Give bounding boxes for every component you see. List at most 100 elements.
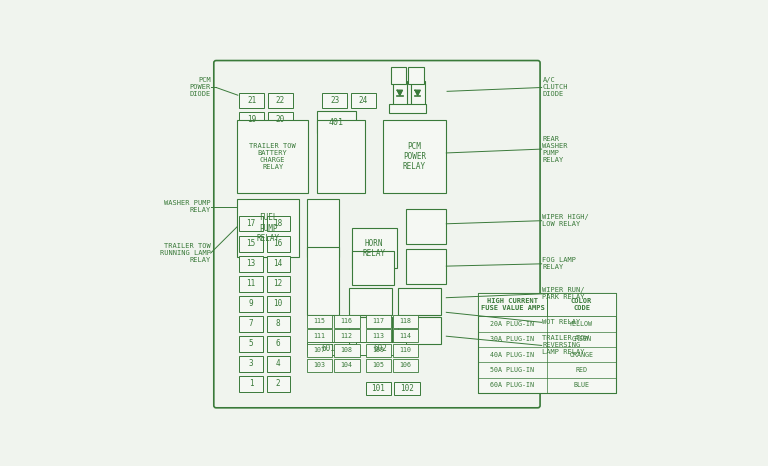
Bar	[266, 216, 290, 232]
Text: 401: 401	[329, 117, 344, 127]
Text: REAR
WASHER
PUMP
RELAY: REAR WASHER PUMP RELAY	[542, 136, 568, 163]
Bar	[406, 249, 446, 284]
Text: 20: 20	[276, 115, 285, 124]
Text: 17: 17	[247, 219, 256, 228]
Text: 103: 103	[313, 362, 326, 368]
Bar	[240, 112, 264, 128]
Text: 15: 15	[247, 240, 256, 248]
Text: 11: 11	[247, 279, 256, 288]
Bar	[478, 293, 547, 316]
Bar	[366, 329, 391, 343]
Text: 12: 12	[273, 279, 283, 288]
Bar	[392, 344, 419, 357]
Text: RED: RED	[575, 367, 588, 373]
Text: 24: 24	[359, 96, 368, 105]
Bar	[317, 120, 365, 193]
Bar	[237, 199, 299, 257]
Text: 118: 118	[399, 318, 412, 324]
Text: 109: 109	[372, 348, 385, 353]
Text: 117: 117	[372, 318, 385, 324]
Text: 8: 8	[276, 319, 280, 329]
Bar	[366, 358, 391, 371]
Text: TRAILER TOW
REVERSING
LAMP RELAY: TRAILER TOW REVERSING LAMP RELAY	[542, 336, 589, 356]
Text: 3: 3	[249, 359, 253, 369]
Text: FUEL
PUMP
RELAY: FUEL PUMP RELAY	[257, 213, 280, 243]
Bar	[392, 358, 419, 371]
Bar	[240, 336, 263, 352]
Text: 2: 2	[276, 379, 280, 389]
Bar	[266, 356, 290, 371]
Polygon shape	[415, 90, 420, 96]
Text: 106: 106	[399, 362, 412, 368]
Text: PCM
POWER
DIODE: PCM POWER DIODE	[190, 77, 210, 97]
Bar	[478, 293, 616, 393]
Text: 112: 112	[341, 333, 353, 339]
Bar	[240, 296, 263, 312]
Bar	[349, 288, 392, 315]
Text: 50A PLUG-IN: 50A PLUG-IN	[490, 367, 535, 373]
Bar	[323, 93, 347, 108]
Text: 111: 111	[313, 333, 326, 339]
Text: WASHER PUMP
RELAY: WASHER PUMP RELAY	[164, 200, 210, 213]
Bar	[240, 276, 263, 292]
Text: 108: 108	[341, 348, 353, 353]
Text: 7: 7	[249, 319, 253, 329]
Text: TRAILER TOW
BATTERY
CHARGE
RELAY: TRAILER TOW BATTERY CHARGE RELAY	[250, 143, 296, 170]
Bar	[349, 317, 392, 344]
Text: 101: 101	[372, 384, 386, 393]
Text: TRAILER TOW
RUNNING LAMP
RELAY: TRAILER TOW RUNNING LAMP RELAY	[160, 243, 210, 263]
Bar	[268, 93, 293, 108]
Bar	[406, 209, 446, 244]
Bar	[240, 93, 264, 108]
Bar	[306, 199, 339, 257]
Bar	[266, 236, 290, 252]
Text: 60A PLUG-IN: 60A PLUG-IN	[490, 383, 535, 389]
Text: WIPER RUN/
PARK RELAY: WIPER RUN/ PARK RELAY	[542, 288, 585, 301]
Bar	[266, 336, 290, 352]
Bar	[266, 276, 290, 292]
Bar	[317, 111, 356, 133]
Text: 19: 19	[247, 115, 257, 124]
Text: FOG LAMP
RELAY: FOG LAMP RELAY	[542, 257, 577, 270]
Bar	[240, 316, 263, 332]
Text: 22: 22	[276, 96, 285, 105]
Text: WOT RELAY: WOT RELAY	[542, 319, 581, 325]
Polygon shape	[397, 90, 402, 96]
Bar	[409, 67, 424, 83]
Bar	[266, 296, 290, 312]
Bar	[352, 251, 395, 285]
Text: 107: 107	[313, 348, 326, 353]
Bar	[306, 247, 339, 315]
Text: 116: 116	[341, 318, 353, 324]
Text: 21: 21	[247, 96, 257, 105]
Bar	[356, 342, 406, 356]
Bar	[240, 356, 263, 371]
Bar	[266, 256, 290, 272]
Bar	[306, 342, 349, 356]
Bar	[547, 293, 616, 316]
Text: WIPER HIGH/
LOW RELAY: WIPER HIGH/ LOW RELAY	[542, 214, 589, 227]
Text: 114: 114	[399, 333, 412, 339]
Bar	[268, 112, 293, 128]
Bar	[411, 82, 425, 110]
Text: 18: 18	[273, 219, 283, 228]
Bar	[392, 82, 407, 110]
Text: HORN
RELAY: HORN RELAY	[362, 239, 386, 258]
Bar	[240, 256, 263, 272]
Text: 16: 16	[273, 240, 283, 248]
Bar	[399, 288, 441, 315]
Text: 13: 13	[247, 259, 256, 268]
Bar	[366, 315, 391, 328]
Bar	[389, 103, 426, 113]
Text: COLOR
CODE: COLOR CODE	[571, 298, 592, 311]
Bar	[351, 93, 376, 108]
Bar	[399, 317, 441, 344]
Text: 104: 104	[341, 362, 353, 368]
Bar	[306, 358, 333, 371]
Text: 40A PLUG-IN: 40A PLUG-IN	[490, 352, 535, 358]
Bar	[334, 329, 359, 343]
FancyBboxPatch shape	[214, 61, 540, 408]
Text: 1: 1	[249, 379, 253, 389]
Text: PCM
POWER
RELAY: PCM POWER RELAY	[403, 142, 426, 171]
Text: BLUE: BLUE	[573, 383, 589, 389]
